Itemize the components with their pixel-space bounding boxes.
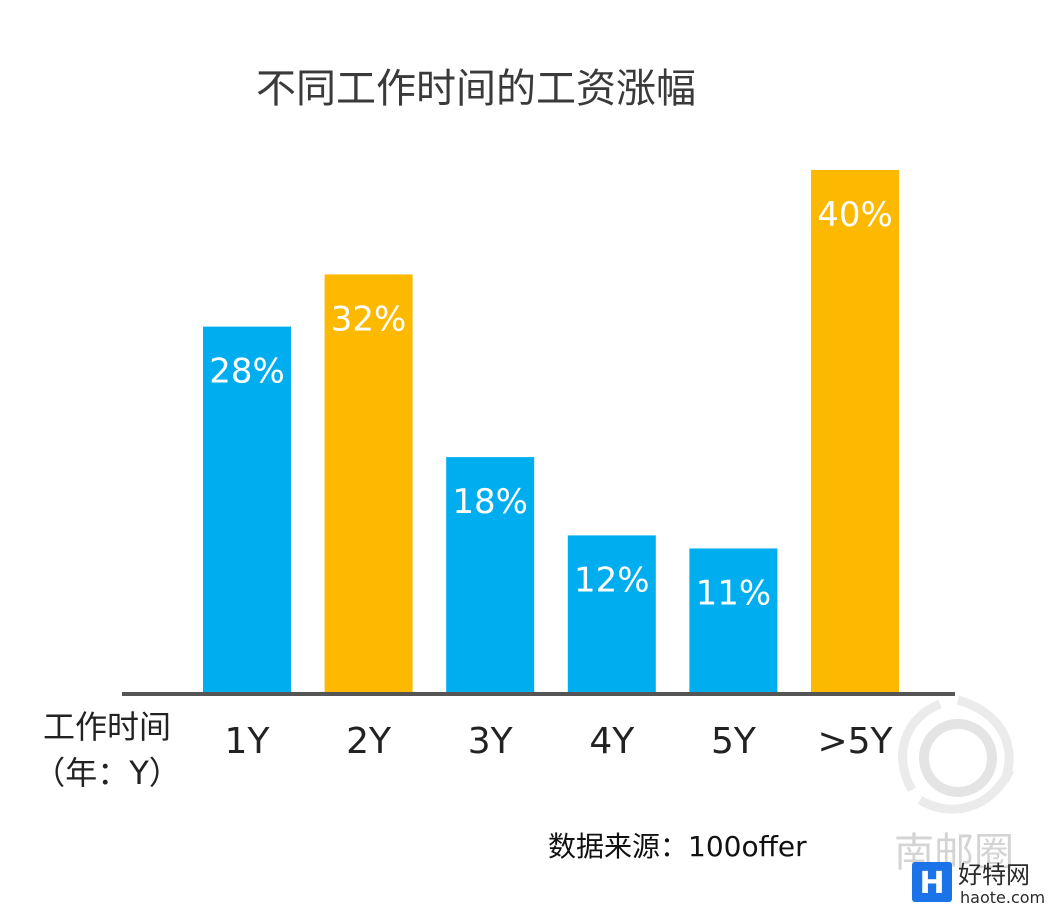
x-tick-label: 1Y	[225, 721, 271, 762]
site-logo: H 好特网 haote.com	[912, 861, 1045, 907]
x-tick-label: 4Y	[589, 721, 635, 762]
bar-4Y	[567, 535, 656, 692]
bar-5Y-plus	[811, 170, 899, 692]
bar-value-label: 40%	[817, 195, 893, 235]
bar-value-label: 12%	[574, 560, 650, 600]
bar-2Y	[324, 274, 413, 692]
bar-5Y	[689, 548, 778, 692]
bar-3Y	[446, 457, 535, 692]
logo-name: 好特网	[958, 861, 1030, 889]
chart-title: 不同工作时间的工资涨幅	[256, 66, 696, 112]
x-tick-labels: 1Y 2Y 3Y 4Y 5Y >5Y	[225, 721, 894, 762]
x-tick-label: 3Y	[468, 721, 514, 762]
bar-value-label: 32%	[331, 299, 407, 339]
x-axis-title-line1: 工作时间	[43, 708, 171, 746]
bar-value-label: 28%	[209, 352, 285, 392]
bar-1Y	[203, 326, 291, 692]
logo-url: haote.com	[960, 888, 1045, 907]
logo-mark-icon	[912, 862, 952, 902]
bar-group: 28% 32% 18% 12% 11% 40%	[203, 170, 899, 692]
x-axis-title-line2: （年：Y）	[33, 754, 181, 792]
watermark-flower-icon	[898, 695, 1015, 814]
source-text: 数据来源：100offer	[548, 830, 807, 863]
x-tick-label: >5Y	[817, 721, 893, 762]
x-tick-label: 2Y	[346, 721, 392, 762]
bar-value-label: 11%	[696, 573, 772, 613]
logo-mark-letter: H	[919, 866, 944, 901]
x-tick-label: 5Y	[711, 721, 757, 762]
bar-value-label: 18%	[452, 482, 528, 522]
